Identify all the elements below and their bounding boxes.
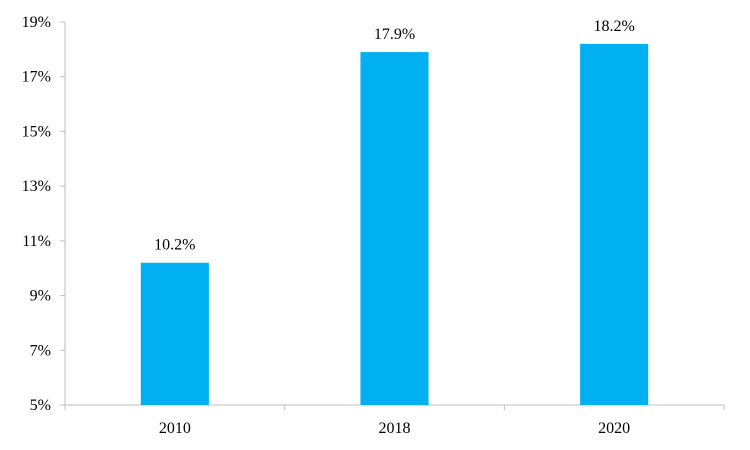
bar-2010 — [140, 262, 209, 405]
data-labels: 10.2% 17.9% 18.2% — [154, 18, 635, 254]
y-axis: 5% 7% 9% 11% 13% 15% 17% 19% — [22, 14, 66, 414]
y-tick-label: 17% — [22, 69, 51, 86]
x-tick-label-2020: 2020 — [598, 420, 630, 437]
y-tick-label: 15% — [22, 123, 51, 140]
y-tick-label: 13% — [22, 178, 51, 195]
y-tick-label: 5% — [30, 397, 51, 414]
x-tick-label-2018: 2018 — [379, 420, 411, 437]
bars — [140, 43, 649, 406]
y-tick-label: 7% — [30, 342, 51, 359]
y-tick-label: 9% — [30, 288, 51, 305]
bar-2020 — [580, 43, 649, 406]
data-label-2010: 10.2% — [154, 237, 195, 254]
y-tick-label: 11% — [22, 233, 51, 250]
x-tick-label-2010: 2010 — [159, 420, 191, 437]
bar-2018 — [360, 52, 429, 405]
y-tick-label: 19% — [22, 14, 51, 31]
data-label-2020: 18.2% — [594, 18, 635, 35]
data-label-2018: 17.9% — [374, 26, 415, 43]
x-axis: 2010 2018 2020 — [64, 404, 725, 437]
